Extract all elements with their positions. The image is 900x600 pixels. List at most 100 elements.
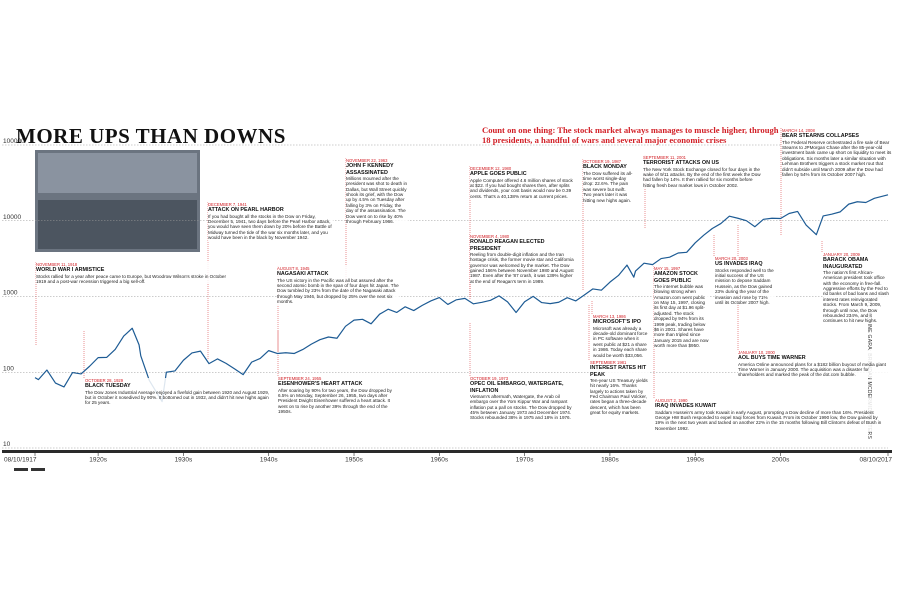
- annotation-text: The internet bubble was blowing strong w…: [654, 283, 709, 349]
- y-tick-label: 100000: [3, 138, 25, 145]
- y-tick-label: 1000: [3, 290, 18, 297]
- y-tick-label: 10000: [3, 214, 21, 221]
- annotation: SEPTEMBER 24, 1955 EISENHOWER'S HEART ATT…: [278, 376, 400, 415]
- y-tick-label: 100: [3, 365, 14, 372]
- annotation-date: MARCH 13, 1986: [593, 314, 626, 319]
- annotation-date: OCTOBER 19, 1987: [583, 159, 622, 164]
- annotation: NOVEMBER 4, 1980 RONALD REAGAN ELECTED PR…: [470, 234, 575, 285]
- x-tick-label: 1940s: [260, 457, 278, 464]
- y-tick-label: 10: [3, 441, 11, 448]
- annotation-text: The US victory in the Pacific was all bu…: [277, 277, 399, 305]
- annotation: NOVEMBER 11, 1918 WORLD WAR I ARMISTICE St…: [36, 262, 236, 285]
- x-tick-label: 08/10/2017: [859, 457, 892, 464]
- annotation-date: MARCH 20, 2003: [715, 256, 748, 261]
- annotation: DECEMBER 12, 1980 APPLE GOES PUBLIC Apple …: [470, 166, 575, 200]
- annotation-date: SEPTEMBER 24, 1955: [278, 376, 322, 381]
- annotation-text: Saddam Hussein's army took Kuwait in ear…: [655, 409, 882, 431]
- annotation: MARCH 20, 2003 US INVADES IRAQ Stocks resp…: [715, 256, 775, 306]
- annotation-title: WORLD WAR I ARMISTICE: [36, 267, 105, 274]
- annotation-text: After soaring by 90% for two years, the …: [278, 387, 392, 415]
- annotation-title: APPLE GOES PUBLIC: [470, 171, 527, 178]
- annotation-text: The Dow suffered its all-time worst sing…: [583, 170, 633, 203]
- decor-bar: [31, 468, 45, 471]
- annotation-date: MARCH 14, 2008: [782, 128, 815, 133]
- annotation-title: IRAQ INVADES KUWAIT: [655, 403, 717, 410]
- annotation-date: NOVEMBER 11, 1918: [36, 262, 78, 267]
- chart-title: MORE UPS THAN DOWNS: [16, 124, 286, 148]
- x-axis-bar: [2, 450, 892, 453]
- annotation-date: OCTOBER 19, 1973: [470, 376, 509, 381]
- credit: BY ANTOINE GARA; BRENDAN MCDERMID/REUTER…: [866, 300, 872, 480]
- annotation-title: US INVADES IRAQ: [715, 261, 763, 268]
- annotation-title: BEAR STEARNS COLLAPSES: [782, 133, 859, 140]
- x-tick-label: 2000s: [772, 457, 790, 464]
- annotation-text: If you had bought all the stocks in the …: [208, 213, 332, 241]
- annotation: JANUARY 20, 2009 BARACK OBAMA INAUGURATED…: [823, 252, 889, 324]
- annotation: DECEMBER 7, 1941 ATTACK ON PEARL HARBOR If…: [208, 202, 333, 241]
- annotation-text: America Online announced plans for a $18…: [738, 361, 886, 378]
- annotation-date: JANUARY 10, 2000: [738, 350, 775, 355]
- annotation-date: OCTOBER 28, 1929: [85, 378, 124, 383]
- annotation-title: BLACK TUESDAY: [85, 383, 131, 390]
- dow-line: [34, 194, 889, 403]
- photo-detail: [38, 200, 197, 249]
- annotation-text: The nation's first African-American pres…: [823, 269, 889, 324]
- annotation-text: The Dow Jones Industrial Average enjoyed…: [85, 389, 270, 406]
- x-tick-label: 1950s: [345, 457, 363, 464]
- annotation-date: SEPTEMBER 1981: [590, 360, 627, 365]
- annotation-text: Stocks responded well to the initial suc…: [715, 267, 774, 306]
- annotation-title: AMAZON STOCK GOES PUBLIC: [654, 271, 698, 284]
- annotation-date: JANUARY 20, 2009: [823, 252, 860, 257]
- annotation: SEPTEMBER 1981 INTEREST RATES HIT PEAK Ten…: [590, 360, 650, 416]
- annotation-text: Apple Computer offered 4.6 million share…: [470, 177, 573, 199]
- x-tick-label: 1990s: [686, 457, 704, 464]
- annotation-title: OPEC OIL EMBARGO, WATERGATE, INFLATION: [470, 381, 564, 394]
- chart-subtitle: Count on one thing: The stock market alw…: [482, 125, 779, 145]
- x-tick-label: 1930s: [175, 457, 193, 464]
- x-tick-label: 1970s: [516, 457, 534, 464]
- annotation: MARCH 13, 1986 MICROSOFT'S IPO Microsoft w…: [593, 314, 649, 359]
- annotation-text: The Federal Reserve orchestrated a fire …: [782, 139, 892, 178]
- annotation-title: NAGASAKI ATTACK: [277, 271, 329, 278]
- annotation: AUGUST 2, 1990 IRAQ INVADES KUWAIT Saddam …: [655, 398, 887, 432]
- annotation-text: Reeling from double-digit inflation and …: [470, 251, 574, 284]
- annotation-date: NOVEMBER 4, 1980: [470, 234, 510, 239]
- annotation-text: Vietnam's aftermath, Watergate, the Arab…: [470, 393, 572, 421]
- annotation-date: DECEMBER 7, 1941: [208, 202, 247, 207]
- annotation: MAY 15, 1997 AMAZON STOCK GOES PUBLIC The …: [654, 266, 710, 349]
- annotation: MARCH 14, 2008 BEAR STEARNS COLLAPSES The …: [782, 128, 892, 178]
- annotation-text: Millions mourned after the president was…: [346, 175, 408, 225]
- photo-detail: [38, 153, 197, 193]
- annotation-text: Ten-year US Treasury yields hit nearly 1…: [590, 377, 648, 416]
- annotation-text: Stocks rallied for a year after peace ca…: [36, 273, 226, 285]
- annotation-title: TERRORIST ATTACKS ON US: [643, 160, 719, 167]
- annotation-text: The New York Stock Exchange closed for f…: [643, 166, 761, 188]
- annotation-title: AOL BUYS TIME WARNER: [738, 355, 806, 362]
- annotation-title: EISENHOWER'S HEART ATTACK: [278, 381, 363, 388]
- annotation: AUGUST 8, 1945 NAGASAKI ATTACK The US vict…: [277, 266, 399, 305]
- annotation-date: SEPTEMBER 11, 2001: [643, 155, 686, 160]
- annotation-title: MICROSOFT'S IPO: [593, 319, 642, 326]
- annotation-date: MAY 15, 1997: [654, 266, 681, 271]
- annotation-date: DECEMBER 12, 1980: [470, 166, 512, 171]
- x-tick-label: 1920s: [89, 457, 107, 464]
- annotation-title: RONALD REAGAN ELECTED PRESIDENT: [470, 239, 545, 252]
- annotation: JANUARY 10, 2000 AOL BUYS TIME WARNER Amer…: [738, 350, 888, 378]
- annotation-title: JOHN F KENNEDY ASSASSINATED: [346, 163, 394, 176]
- annotation-text: Microsoft was already a decade-old domin…: [593, 325, 648, 358]
- annotation-date: NOVEMBER 22, 1963: [346, 158, 388, 163]
- annotation-title: BLACK MONDAY: [583, 164, 627, 171]
- annotation: SEPTEMBER 11, 2001 TERRORIST ATTACKS ON U…: [643, 155, 761, 189]
- annotation-title: INTEREST RATES HIT PEAK: [590, 365, 647, 378]
- annotation-date: AUGUST 8, 1945: [277, 266, 310, 271]
- annotation-title: ATTACK ON PEARL HARBOR: [208, 207, 284, 214]
- x-tick-label: 08/10/1917: [4, 457, 37, 464]
- annotation-date: AUGUST 2, 1990: [655, 398, 688, 403]
- annotation: OCTOBER 28, 1929 BLACK TUESDAY The Dow Jon…: [85, 378, 275, 406]
- decor-bar: [14, 468, 28, 471]
- annotation: OCTOBER 19, 1973 OPEC OIL EMBARGO, WATERG…: [470, 376, 572, 421]
- x-tick-label: 1960s: [430, 457, 448, 464]
- annotation: NOVEMBER 22, 1963 JOHN F KENNEDY ASSASSIN…: [346, 158, 408, 225]
